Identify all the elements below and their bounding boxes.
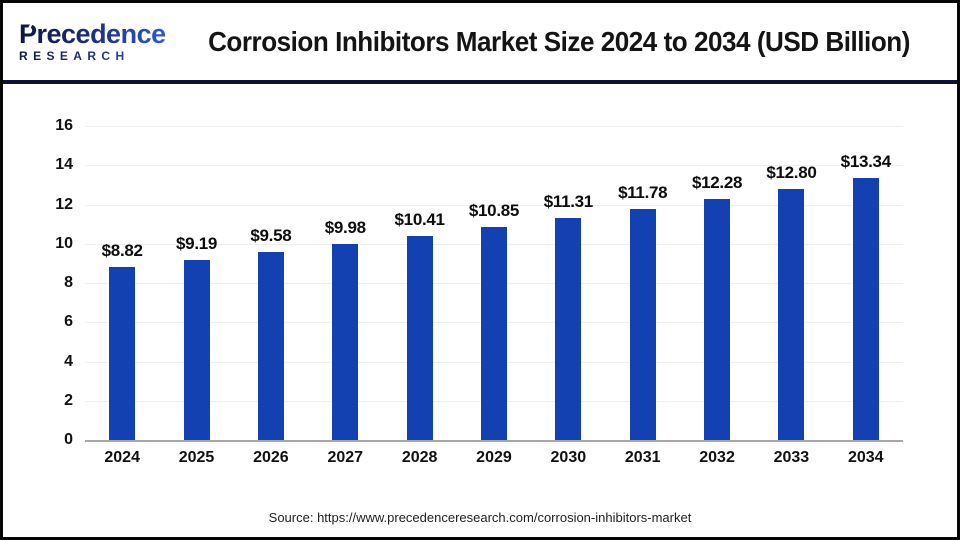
y-tick-label: 16 — [55, 117, 73, 134]
x-tick-label: 2029 — [476, 449, 512, 466]
bar-slot: $10.85 — [457, 126, 531, 440]
bar-slot: $11.78 — [606, 126, 680, 440]
bar-slot: $12.28 — [680, 126, 754, 440]
x-tick-label: 2028 — [401, 449, 438, 466]
gridline — [85, 126, 903, 127]
bar-value-label: $9.19 — [176, 233, 218, 253]
x-axis-row: 2024 2025 2026 2027 2028 2029 2030 2031 2032 2033… — [85, 449, 903, 467]
bar — [629, 208, 656, 440]
bar-value-label: $10.85 — [468, 201, 520, 221]
x-tick-label: 2024 — [104, 449, 140, 466]
x-tick-label: 2031 — [624, 449, 661, 466]
bar — [257, 252, 284, 440]
header: Precedence RESEARCH Corrosion Inhibitors… — [3, 3, 957, 80]
bar-value-label: $8.82 — [101, 240, 143, 260]
bar — [778, 188, 805, 440]
bar — [852, 178, 879, 440]
x-tick-label: 2026 — [253, 449, 289, 466]
gridline — [85, 204, 903, 206]
chart-title: Corrosion Inhibitors Market Size 2024 to… — [208, 25, 910, 57]
source-note: Source: https://www.precedenceresearch.c… — [268, 510, 692, 525]
y-tick-label: 14 — [55, 156, 73, 174]
x-tick-label: 2032 — [699, 449, 735, 466]
header-separator — [3, 80, 957, 84]
bar-slot: $11.31 — [531, 126, 605, 440]
y-tick-label: 4 — [64, 352, 73, 370]
gridline — [85, 165, 903, 167]
brand-logo-name: Precedence — [19, 21, 177, 48]
bar-value-label: $12.80 — [766, 162, 817, 182]
bar-slot: $12.80 — [754, 126, 828, 440]
brand-logo-subtitle: RESEARCH — [19, 50, 177, 62]
bar-value-label: $11.78 — [618, 182, 668, 202]
bar — [704, 199, 731, 440]
bar — [480, 227, 507, 440]
bar-slot: $10.41 — [382, 126, 456, 440]
bar-slot: $13.34 — [829, 126, 903, 440]
bar-slot: $8.82 — [85, 126, 159, 440]
bar — [555, 218, 582, 440]
y-tick-label: 8 — [64, 274, 73, 291]
bar-value-label: $13.34 — [840, 152, 892, 172]
x-tick-label: 2025 — [178, 449, 215, 466]
plot-area: 0 2 4 6 8 10 12 14 16 $8.82 $9.19 $9.58 $9.98 $10.41… — [55, 117, 903, 448]
bar-value-label: $11.31 — [543, 192, 594, 212]
x-tick-label: 2030 — [550, 449, 587, 466]
bar-value-label: $10.41 — [394, 209, 446, 229]
bar-value-label: $9.58 — [250, 226, 292, 245]
bar — [332, 244, 359, 440]
y-tick-label: 0 — [64, 431, 73, 448]
bar-value-label: $12.28 — [691, 173, 743, 193]
y-tick-label: 10 — [55, 234, 73, 252]
bar-value-label: $9.98 — [324, 218, 366, 238]
bar — [109, 266, 136, 440]
y-tick-label: 2 — [64, 391, 73, 409]
x-tick-label: 2027 — [327, 449, 364, 466]
bars-row: $8.82 $9.19 $9.58 $9.98 $10.41 $10.85 $11.31 $1… — [85, 126, 903, 440]
y-tick-label: 6 — [64, 313, 73, 331]
bar — [406, 235, 433, 440]
bar-slot: $9.58 — [234, 126, 308, 440]
bar-slot: $9.98 — [308, 126, 382, 440]
y-tick-label: 12 — [55, 195, 73, 213]
brand-logo: Precedence RESEARCH — [19, 21, 177, 63]
x-tick-label: 2033 — [773, 449, 810, 466]
bar-slot: $9.19 — [159, 126, 233, 440]
y-axis: 0 2 4 6 8 10 12 14 16 — [29, 117, 73, 448]
chart-area: 0 2 4 6 8 10 12 14 16 $8.82 $9.19 $9.58 $9.98 $10.41… — [3, 84, 957, 467]
x-tick-label: 2034 — [847, 449, 884, 466]
bar — [183, 259, 210, 440]
